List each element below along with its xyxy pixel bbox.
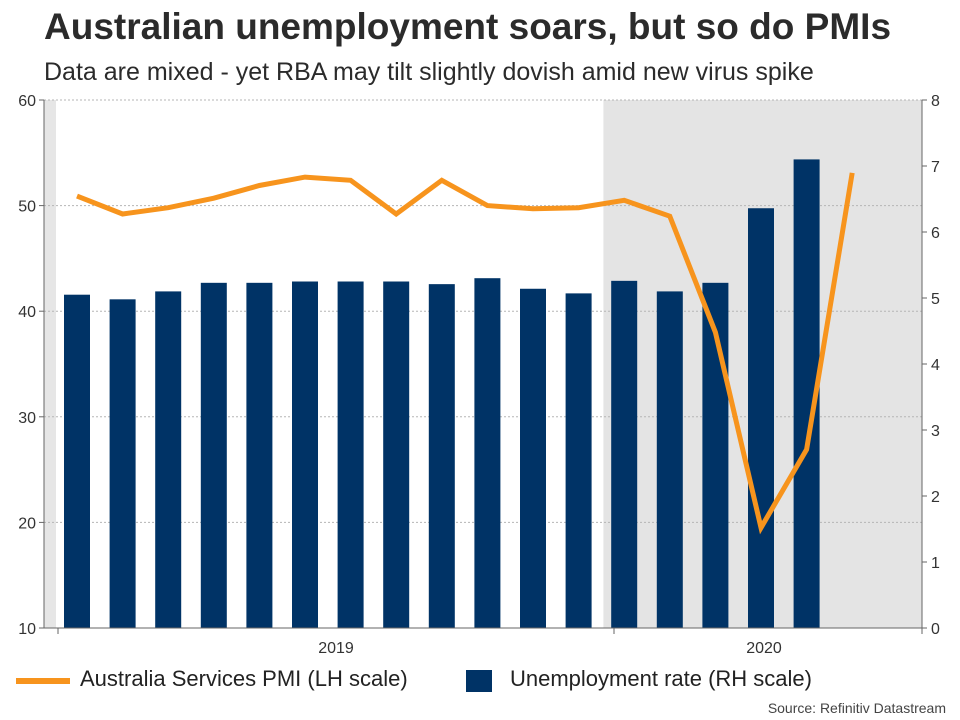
unemployment-bar xyxy=(155,291,182,628)
right-axis-tick-label: 6 xyxy=(931,225,940,242)
unemployment-bar xyxy=(428,284,455,628)
unemployment-bar xyxy=(109,299,136,628)
right-axis-tick-label: 3 xyxy=(931,423,940,440)
legend-unemployment-swatch xyxy=(466,670,492,692)
unemployment-bar xyxy=(611,280,638,628)
legend-pmi-label: Australia Services PMI (LH scale) xyxy=(80,666,408,691)
unemployment-bar xyxy=(292,281,318,628)
unemployment-bar xyxy=(200,282,227,628)
right-axis-tick-label: 7 xyxy=(931,159,940,176)
left-axis-tick-label: 30 xyxy=(18,410,36,427)
source-note: Source: Refinitiv Datastream xyxy=(767,700,946,716)
left-axis-tick-label: 20 xyxy=(18,515,36,532)
unemployment-bar xyxy=(474,278,501,628)
unemployment-bar xyxy=(246,282,273,628)
left-axis-tick-label: 10 xyxy=(18,621,36,638)
unemployment-bar xyxy=(520,288,546,628)
right-axis-tick-label: 1 xyxy=(931,555,940,572)
right-axis-tick-label: 4 xyxy=(931,357,940,374)
legend-pmi-swatch xyxy=(16,678,70,684)
chart-title: Australian unemployment soars, but so do… xyxy=(44,6,892,47)
plot-left-strip xyxy=(44,100,56,628)
legend: Australia Services PMI (LH scale) Unempl… xyxy=(0,666,960,696)
left-axis-tick-label: 50 xyxy=(18,199,36,216)
right-axis-tick-label: 5 xyxy=(931,291,940,308)
unemployment-bar xyxy=(64,294,90,628)
left-axis-tick-label: 60 xyxy=(18,93,36,110)
unemployment-bar xyxy=(748,208,774,629)
right-axis-tick-label: 8 xyxy=(931,93,940,110)
x-axis-year-label: 2019 xyxy=(318,640,354,657)
unemployment-bar xyxy=(337,281,364,628)
pmi-line xyxy=(76,172,855,535)
right-axis-tick-label: 0 xyxy=(931,621,940,638)
unemployment-bar xyxy=(383,281,410,628)
left-axis-tick-label: 40 xyxy=(18,304,36,321)
x-axis-year-label: 2020 xyxy=(746,640,782,657)
chart-subtitle: Data are mixed - yet RBA may tilt slight… xyxy=(44,58,814,86)
unemployment-bar xyxy=(656,291,683,628)
right-axis-tick-label: 2 xyxy=(931,489,940,506)
unemployment-bar xyxy=(565,293,592,628)
legend-unemployment-label: Unemployment rate (RH scale) xyxy=(510,666,812,691)
